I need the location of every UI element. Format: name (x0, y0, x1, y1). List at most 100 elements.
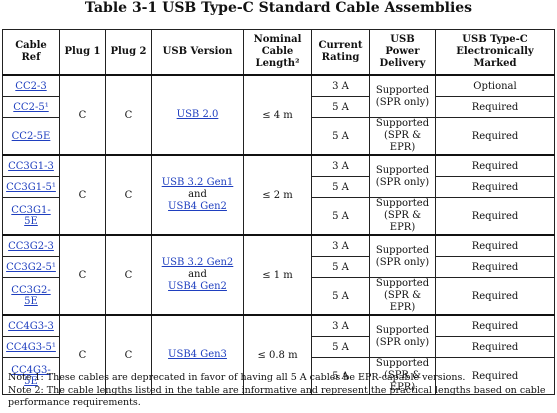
electronically-marked-cell: Required (435, 197, 555, 236)
usb-version-link[interactable]: USB4 Gen3 (168, 349, 227, 360)
cable-ref-link[interactable]: CC3G1-3 (8, 160, 54, 172)
current-cell: 5 A (311, 277, 370, 316)
current-cell: 3 A (311, 234, 370, 257)
electronically-marked-cell: Required (435, 277, 555, 316)
header-power-delivery: USB Power Delivery (369, 29, 436, 76)
cable-ref-link[interactable]: CC3G2-3 (8, 240, 54, 252)
usb-version-cell: USB4 Gen3 (151, 314, 244, 395)
electronically-marked-cell: Optional (435, 74, 555, 97)
usb-version-conjunction: and (188, 189, 207, 200)
cable-ref-cell: CC2-5¹ (2, 96, 60, 118)
electronically-marked-cell: Required (435, 154, 555, 177)
header-row: Cable Ref Plug 1 Plug 2 USB Version Nomi… (2, 29, 555, 76)
cable-ref-link[interactable]: CC2-5E (11, 130, 51, 142)
table-row: CC3G2-5¹ 5 A Required (2, 256, 555, 278)
electronically-marked-cell: Required (435, 176, 555, 198)
electronically-marked-cell: Required (435, 357, 555, 395)
power-delivery-cell: Supported (SPR only) (369, 314, 436, 358)
cable-ref-cell: CC2-3 (2, 74, 60, 97)
current-cell: 3 A (311, 74, 370, 97)
table-row: CC2-5E 5 A Supported (SPR & EPR) Required (2, 117, 555, 156)
header-electronically-marked: USB Type-C Electronically Marked (435, 29, 555, 76)
usb-version-conjunction: and (188, 269, 207, 280)
electronically-marked-cell: Required (435, 234, 555, 257)
power-delivery-cell: Supported (SPR & EPR) (369, 117, 436, 156)
cable-ref-link[interactable]: CC3G1-5E (11, 205, 51, 227)
plug2-cell: C (105, 74, 152, 156)
usb-version-cell: USB 3.2 Gen1 and USB4 Gen2 (151, 154, 244, 236)
current-cell: 5 A (311, 197, 370, 236)
cable-ref-link[interactable]: CC3G1-5¹ (6, 181, 56, 193)
table-title: Table 3-1 USB Type-C Standard Cable Asse… (84, 0, 473, 16)
note-1: Note 1: These cables are deprecated in f… (8, 372, 466, 383)
plug2-cell: C (105, 154, 152, 236)
cable-ref-cell: CC4G3-5E (2, 357, 60, 395)
current-cell: 3 A (311, 154, 370, 177)
cable-ref-link[interactable]: CC2-5¹ (13, 101, 49, 113)
table-row: CC3G1-5E 5 A Supported (SPR & EPR) Required (2, 197, 555, 236)
plug1-cell: C (59, 154, 106, 236)
usb-version-cell: USB 3.2 Gen2 and USB4 Gen2 (151, 234, 244, 316)
power-delivery-cell: Supported (SPR only) (369, 74, 436, 118)
header-plug2: Plug 2 (105, 29, 152, 76)
length-cell: ≤ 1 m (243, 234, 312, 316)
power-delivery-cell: Supported (SPR & EPR) (369, 277, 436, 316)
table-row: CC3G2-5E 5 A Supported (SPR & EPR) Required (2, 277, 555, 316)
usb-version-link[interactable]: USB 3.2 Gen1 (161, 177, 234, 188)
cable-ref-link[interactable]: CC4G3-5¹ (6, 341, 56, 353)
current-cell: 5 A (311, 96, 370, 118)
current-cell: 5 A (311, 176, 370, 198)
table-row: CC4G3-5¹ 5 A Required (2, 336, 555, 358)
length-cell: ≤ 4 m (243, 74, 312, 156)
cable-ref-cell: CC3G2-5¹ (2, 256, 60, 278)
header-current: Current Rating (311, 29, 370, 76)
current-cell: 5 A (311, 256, 370, 278)
usb-version-link[interactable]: USB4 Gen2 (168, 201, 227, 212)
cable-ref-cell: CC3G1-5¹ (2, 176, 60, 198)
cable-ref-link[interactable]: CC4G3-5E (11, 365, 51, 387)
plug2-cell: C (105, 314, 152, 395)
cable-ref-cell: CC3G2-5E (2, 277, 60, 316)
electronically-marked-cell: Required (435, 336, 555, 358)
cable-ref-cell: CC2-5E (2, 117, 60, 156)
current-cell: 5 A (311, 336, 370, 358)
notes: Note 1: These cables are deprecated in f… (8, 372, 552, 410)
table-row: CC2-5¹ 5 A Required (2, 96, 555, 118)
plug2-cell: C (105, 234, 152, 316)
electronically-marked-cell: Required (435, 117, 555, 156)
header-usb-version: USB Version (151, 29, 244, 76)
cable-ref-cell: CC3G1-3 (2, 154, 60, 177)
plug1-cell: C (59, 74, 106, 156)
cable-ref-cell: CC3G1-5E (2, 197, 60, 236)
current-cell: 5 A (311, 117, 370, 156)
usb-version-link[interactable]: USB4 Gen2 (168, 281, 227, 292)
cable-ref-link[interactable]: CC3G2-5E (11, 285, 51, 307)
cable-ref-cell: CC3G2-3 (2, 234, 60, 257)
length-cell: ≤ 2 m (243, 154, 312, 236)
header-length: Nominal Cable Length² (243, 29, 312, 76)
plug1-cell: C (59, 234, 106, 316)
table-row: CC4G3-5E 5 A Supported (SPR & EPR) Required (2, 357, 555, 395)
usb-version-link[interactable]: USB 3.2 Gen2 (161, 257, 234, 268)
header-cable-ref: Cable Ref (2, 29, 60, 76)
electronically-marked-cell: Required (435, 96, 555, 118)
current-cell: 5 A (311, 357, 370, 395)
cable-ref-link[interactable]: CC3G2-5¹ (6, 261, 56, 273)
current-cell: 3 A (311, 314, 370, 337)
plug1-cell: C (59, 314, 106, 395)
cable-ref-link[interactable]: CC4G3-3 (8, 320, 54, 332)
table-row: CC3G1-5¹ 5 A Required (2, 176, 555, 198)
power-delivery-cell: Supported (SPR only) (369, 234, 436, 278)
power-delivery-cell: Supported (SPR & EPR) (369, 357, 436, 395)
power-delivery-cell: Supported (SPR only) (369, 154, 436, 198)
usb-version-cell: USB 2.0 (151, 74, 244, 156)
usb-version-link[interactable]: USB 2.0 (176, 109, 219, 120)
power-delivery-cell: Supported (SPR & EPR) (369, 197, 436, 236)
cable-ref-link[interactable]: CC2-3 (15, 80, 47, 92)
electronically-marked-cell: Required (435, 314, 555, 337)
